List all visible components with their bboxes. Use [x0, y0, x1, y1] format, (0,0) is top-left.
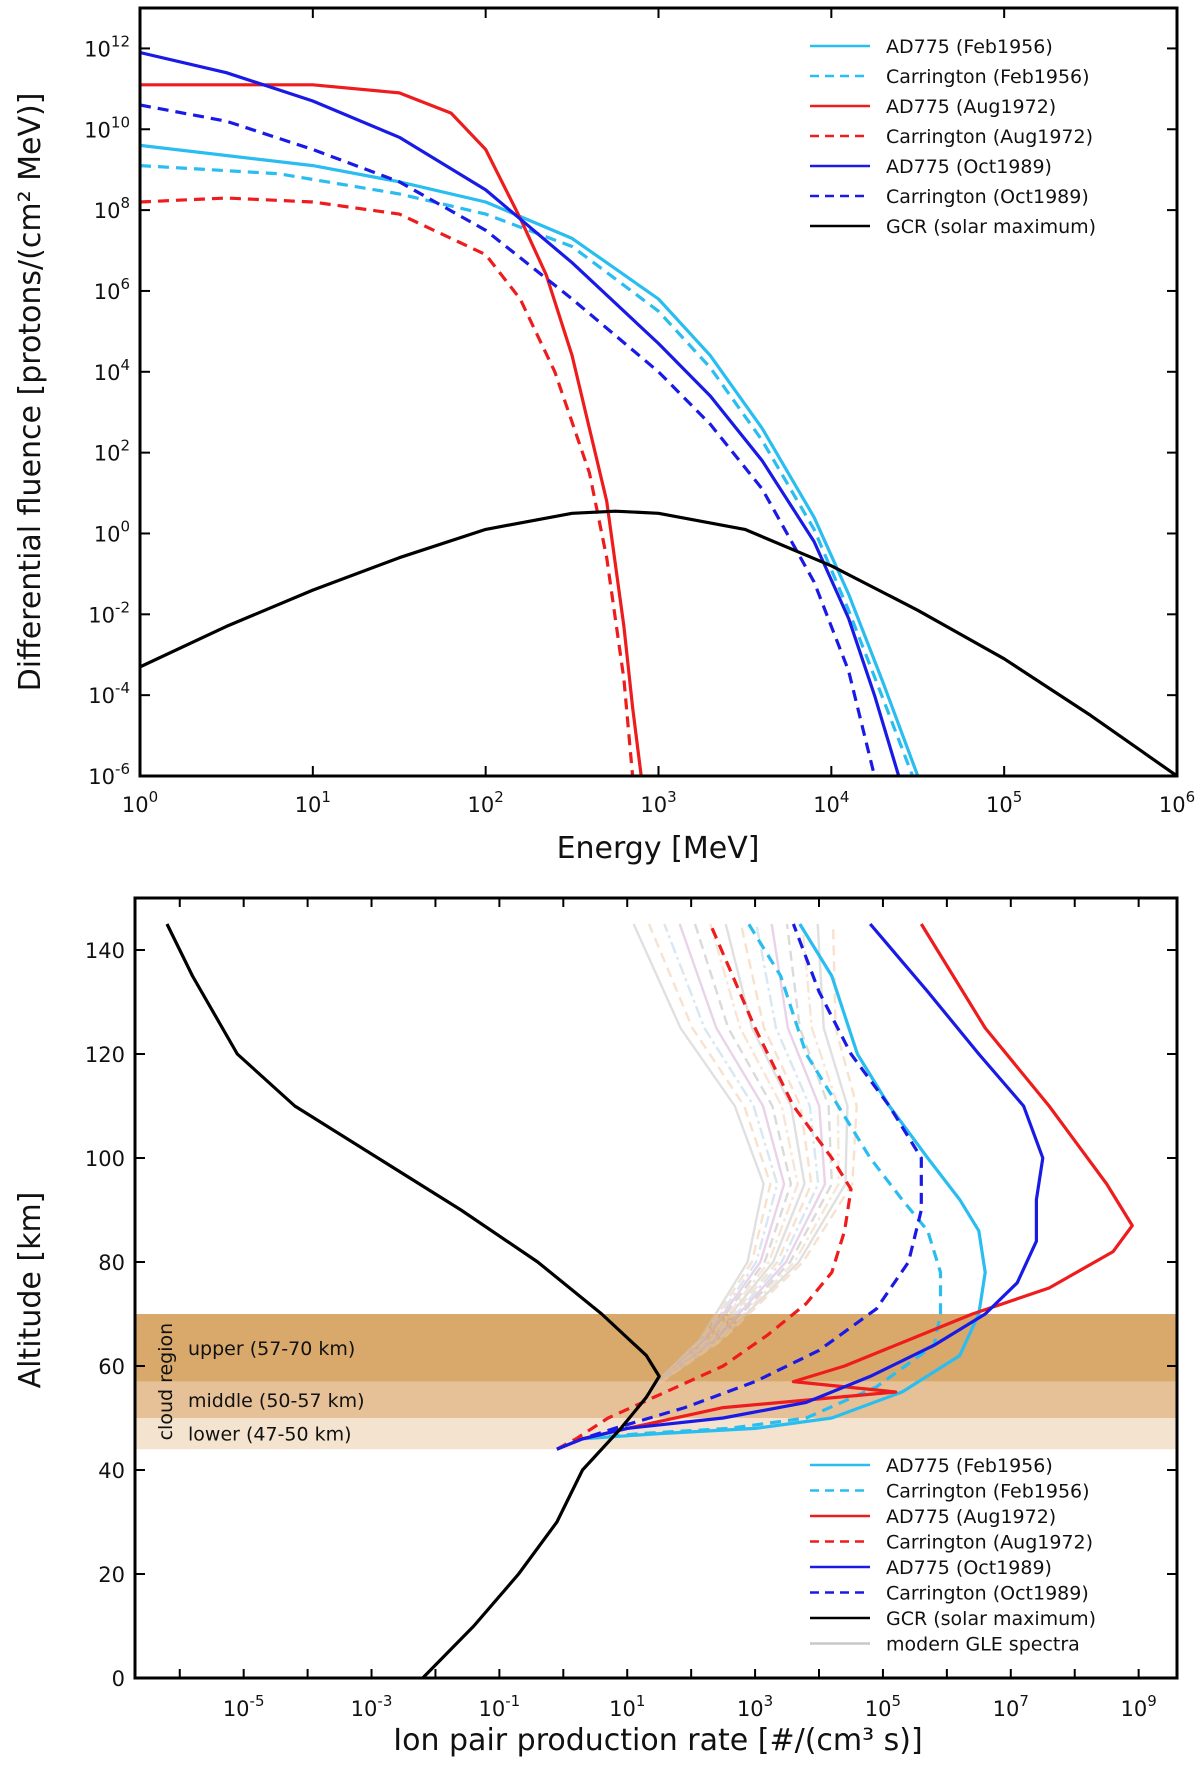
bottom-plot-frame [133, 896, 1179, 1680]
top-x-tick-label: 103 [640, 788, 676, 817]
cloud-band-middle [135, 1381, 1177, 1418]
top-x-tick-label: 104 [813, 788, 849, 817]
top-plot-frame [138, 6, 1179, 778]
modern-gle-curve [645, 923, 840, 1393]
top-y-tick-label: 1010 [84, 113, 130, 142]
bottom-series-carrington-aug1972 [556, 923, 853, 1451]
bottom-legend-label: AD775 (Oct1989) [886, 1557, 1052, 1579]
top-y-tick-label: 1012 [84, 32, 130, 61]
top-legend-label: AD775 (Feb1956) [886, 36, 1053, 58]
bottom-x-tick-label: 10-5 [223, 1692, 265, 1721]
top-legend: AD775 (Feb1956) Carrington (Feb1956) AD775… [810, 36, 1096, 238]
bottom-y-tick-label: 60 [98, 1355, 125, 1379]
top-y-axis-title: Differential fluence [protons/(cm² MeV)] [13, 93, 48, 692]
bottom-legend-label: Carrington (Oct1989) [886, 1583, 1089, 1605]
top-series-ad775-feb1956 [140, 143, 920, 776]
top-x-axis-title: Energy [MeV] [557, 831, 760, 866]
bottom-legend-label: Carrington (Feb1956) [886, 1481, 1090, 1503]
bottom-y-tick-label: 140 [85, 939, 125, 963]
cloud-band-label-lower: lower (47-50 km) [188, 1424, 352, 1446]
top-x-tick-label: 100 [122, 788, 158, 817]
top-series-ad775-oct1989 [140, 50, 901, 776]
bottom-y-tick-label: 100 [85, 1147, 125, 1171]
bottom-legend-label: AD775 (Feb1956) [886, 1455, 1053, 1477]
bottom-legend-label: modern GLE spectra [886, 1634, 1080, 1656]
top-ticks: 100 101 102 103 104 105 106 10-6 10-4 10-2 100 102 1… [84, 8, 1195, 817]
modern-gle-curve [645, 923, 786, 1393]
top-series-gcr-solar-maximum [140, 509, 1177, 776]
bottom-legend-label: GCR (solar maximum) [886, 1608, 1096, 1630]
top-x-tick-label: 106 [1159, 788, 1195, 817]
bottom-x-tick-label: 10-1 [479, 1692, 521, 1721]
top-legend-label: AD775 (Aug1972) [886, 96, 1056, 118]
bottom-series-group [165, 922, 1134, 1678]
bottom-chart: upper (57-70 km) middle (50-57 km) lower (… [13, 896, 1179, 1758]
bottom-y-tick-label: 120 [85, 1043, 125, 1067]
top-legend-label: GCR (solar maximum) [886, 216, 1096, 238]
modern-gle-curve [645, 923, 820, 1393]
modern-gle-curve [645, 923, 772, 1393]
modern-gle-curve [645, 923, 813, 1393]
bottom-series-gcr-solar-maximum [165, 923, 661, 1678]
bottom-series-ad775-oct1989 [556, 922, 1045, 1451]
bottom-y-tick-label: 80 [98, 1251, 125, 1275]
bottom-x-tick-label: 103 [737, 1692, 773, 1721]
bottom-x-tick-label: 10-3 [351, 1692, 393, 1721]
cloud-band-label-middle: middle (50-57 km) [188, 1390, 365, 1412]
top-y-tick-label: 104 [94, 356, 130, 385]
bottom-x-tick-label: 101 [609, 1692, 645, 1721]
bottom-series-carrington-oct1989 [556, 923, 923, 1451]
top-y-tick-label: 102 [94, 437, 130, 466]
modern-gle-curve [645, 923, 793, 1393]
bottom-legend-label: Carrington (Aug1972) [886, 1532, 1093, 1554]
top-chart: 100 101 102 103 104 105 106 10-6 10-4 10-2 100 102 1… [13, 6, 1195, 866]
bottom-legend: AD775 (Feb1956) Carrington (Feb1956) AD775… [810, 1455, 1096, 1656]
bottom-x-tick-label: 109 [1121, 1692, 1157, 1721]
top-legend-label: AD775 (Oct1989) [886, 156, 1052, 178]
modern-gle-curve [645, 923, 858, 1393]
cloud-region-bands: upper (57-70 km) middle (50-57 km) lower (… [135, 1314, 1177, 1450]
top-series-carrington-aug1972 [140, 196, 635, 776]
bottom-y-axis-title: Altitude [km] [13, 1192, 48, 1389]
top-x-tick-label: 105 [986, 788, 1022, 817]
top-series-carrington-feb1956 [140, 164, 915, 776]
cloud-band-label-upper: upper (57-70 km) [188, 1338, 355, 1360]
top-x-tick-label: 101 [295, 788, 331, 817]
bottom-series-carrington-feb1956 [556, 923, 943, 1451]
bottom-x-axis-title: Ion pair production rate [#/(cm³ s)] [393, 1723, 922, 1758]
bottom-x-tick-label: 105 [865, 1692, 901, 1721]
bottom-x-tick-label: 107 [993, 1692, 1029, 1721]
top-legend-label: Carrington (Feb1956) [886, 66, 1090, 88]
bottom-y-tick-label: 20 [98, 1563, 125, 1587]
top-y-tick-label: 106 [94, 275, 130, 304]
top-y-tick-label: 10-6 [88, 760, 130, 789]
bottom-y-tick-label: 0 [112, 1667, 125, 1691]
modern-gle-family [632, 923, 858, 1393]
top-series-group [140, 50, 1177, 776]
top-legend-label: Carrington (Aug1972) [886, 126, 1093, 148]
top-y-tick-label: 10-2 [88, 598, 130, 627]
modern-gle-curve [645, 923, 849, 1393]
top-y-tick-label: 100 [94, 517, 130, 546]
bottom-legend-label: AD775 (Aug1972) [886, 1506, 1056, 1528]
top-series-ad775-aug1972 [140, 83, 643, 776]
top-legend-label: Carrington (Oct1989) [886, 186, 1089, 208]
cloud-region-label: cloud region [155, 1323, 177, 1441]
modern-gle-curve [632, 923, 765, 1393]
top-series-carrington-oct1989 [140, 103, 877, 776]
bottom-series-ad775-aug1972 [556, 923, 1134, 1451]
top-y-tick-label: 10-4 [88, 679, 130, 708]
bottom-ticks: 10-5 10-3 10-1 101 103 105 107 109 0 20 40 60 80 100 1… [85, 898, 1177, 1721]
bottom-y-tick-label: 40 [98, 1459, 125, 1483]
top-x-tick-label: 102 [468, 788, 504, 817]
top-y-tick-label: 108 [94, 194, 130, 223]
